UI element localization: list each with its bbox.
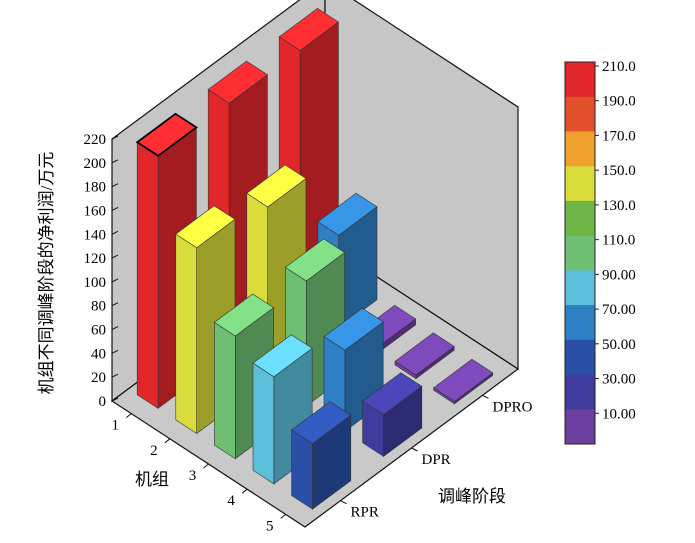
unit-tick <box>241 488 248 494</box>
bar-RPR-5 <box>291 401 352 510</box>
stage-tick-label: RPR <box>351 505 379 521</box>
colorbar-swatch <box>565 270 595 306</box>
bar-top-face <box>284 238 346 282</box>
bar-top-face <box>213 293 275 337</box>
z-tick <box>111 302 119 307</box>
z-tick-label: 180 <box>84 180 107 196</box>
colorbar-label: 210.0 <box>602 59 636 75</box>
colorbar-swatch <box>565 131 595 167</box>
colorbar-label: 130.0 <box>602 198 636 214</box>
colorbar-label: 150.0 <box>602 163 636 179</box>
z-tick-label: 120 <box>84 251 107 267</box>
colorbar-swatch <box>565 200 595 237</box>
z-tick <box>111 230 119 235</box>
bar-front-face <box>136 141 159 409</box>
z-tick <box>111 397 119 402</box>
stage-tick-label: DPRO <box>493 399 533 415</box>
bar-front-face <box>175 233 197 435</box>
unit-tick <box>125 413 132 418</box>
z-tick <box>111 326 119 330</box>
colorbar-frame <box>564 61 596 445</box>
z-tick <box>111 207 119 211</box>
z-axis-title: 机组不同调峰阶段的净利润/万元 <box>37 152 56 395</box>
z-tick <box>111 135 119 140</box>
bar-DPRO-5 <box>433 358 494 405</box>
stage-tick-label: DPR <box>422 452 451 468</box>
stage-tick <box>482 394 489 399</box>
z-tick-label: 100 <box>84 275 107 291</box>
colorbar-swatch <box>565 62 595 98</box>
unit-tick <box>280 514 287 519</box>
bar-top-face <box>291 401 352 444</box>
bar-top-face <box>433 358 494 402</box>
colorbar-swatch <box>565 374 595 410</box>
bar-top-face <box>135 112 198 157</box>
z-tick-label: 20 <box>91 370 106 386</box>
unit-tick <box>203 463 209 469</box>
unit-tick-label: 2 <box>150 443 158 459</box>
z-tick-label: 200 <box>84 156 107 172</box>
bars <box>135 8 494 510</box>
bar-top-face <box>362 372 423 416</box>
colorbar-label: 190.0 <box>602 94 636 110</box>
bar-top-face <box>278 8 339 51</box>
z-tick-label: 40 <box>91 346 106 362</box>
z-tick <box>111 254 119 259</box>
z-tick <box>111 373 119 378</box>
z-tick <box>111 349 119 354</box>
colorbar: 210.0 190.0 170.0 150.0 130.0 110.0 90.00 70.00… <box>564 59 636 445</box>
unit-tick-label: 1 <box>112 418 120 434</box>
bar-front-face <box>252 362 275 485</box>
unit-tick <box>164 438 171 444</box>
stage-tick <box>340 500 347 505</box>
colorbar-label: 10.00 <box>602 406 636 422</box>
colorbar-swatch <box>565 409 595 445</box>
bar-DPR-4 <box>323 307 384 432</box>
colorbar-label: 50.00 <box>602 337 636 353</box>
z-tick-label: 0 <box>99 394 107 410</box>
axis-tick-labels: 1 2 3 4 5 RPR DPR DPRO <box>112 394 533 534</box>
z-tick <box>111 159 119 164</box>
unit-tick-label: 4 <box>227 493 235 509</box>
unit-tick-label: 5 <box>266 518 274 534</box>
colorbar-label: 170.0 <box>602 128 636 144</box>
z-tick-label: 80 <box>91 299 106 315</box>
bar-top-face <box>317 192 378 236</box>
colorbar-swatch <box>565 339 595 376</box>
z-tick <box>111 278 119 283</box>
z-tick-labels: 0 20 40 60 80 100 120 140 160 180 200 220 <box>84 132 119 410</box>
bar-front-face <box>214 321 236 460</box>
bar-DPRO-4 <box>394 332 455 380</box>
bar-top-face <box>207 60 268 104</box>
colorbar-swatch <box>565 235 595 271</box>
z-tick-label: 160 <box>84 203 107 219</box>
z-tick-label: 140 <box>84 227 107 243</box>
bar-top-face <box>252 334 313 378</box>
y-axis-title: 调峰阶段 <box>438 487 506 506</box>
x-axis-title: 机组 <box>135 470 169 489</box>
bar-top-face <box>323 307 384 351</box>
unit-tick-label: 3 <box>189 468 197 484</box>
colorbar-swatch <box>565 305 595 341</box>
stage-tick <box>411 447 418 452</box>
bar-DPR-5 <box>362 372 423 457</box>
z-tick <box>111 183 119 188</box>
bar-top-face <box>246 164 307 208</box>
z-tick-label: 60 <box>91 323 106 339</box>
z-tick-label: 220 <box>84 132 107 148</box>
colorbar-label: 30.00 <box>602 372 636 388</box>
colorbar-label: 70.00 <box>602 302 636 318</box>
colorbar-label: 110.0 <box>602 233 635 249</box>
colorbar-swatch <box>565 96 595 132</box>
colorbar-swatch <box>565 166 595 202</box>
colorbar-label: 90.00 <box>602 267 636 283</box>
bar-top-face <box>175 205 236 249</box>
bar-top-face <box>394 332 455 376</box>
